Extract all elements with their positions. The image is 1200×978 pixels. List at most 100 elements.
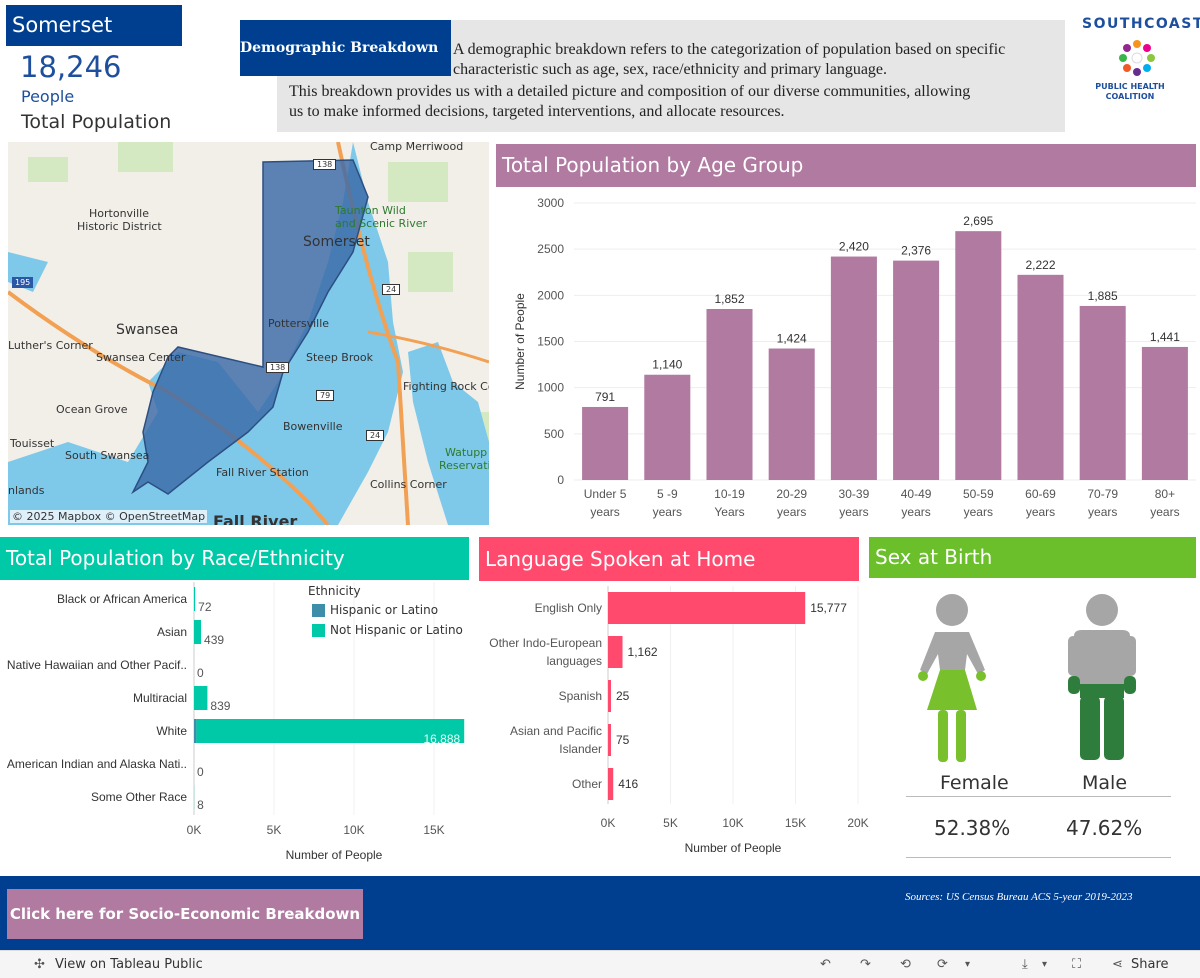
map-label: Swansea [116,322,178,338]
age-bar [955,231,1001,480]
age-bar [893,261,939,480]
bar-value-label: 1,852 [714,292,744,306]
y-tick-label: 3000 [537,196,564,210]
chevron-down-icon[interactable]: ▾ [965,959,970,970]
x-tick-label: 15K [423,823,444,837]
legend-label-hispanic[interactable]: Hispanic or Latino [330,603,438,617]
race-category-label: Multiracial [133,691,187,705]
route-138-shield-icon: 138 [313,159,336,170]
bar-value-label: 8 [197,798,204,812]
y-tick-label: 1000 [537,381,564,395]
population-label: Total Population [21,111,171,133]
revert-icon[interactable]: ⟲ [900,957,911,972]
y-tick-label: 0 [557,473,564,487]
legend-label-not-hispanic[interactable]: Not Hispanic or Latino [330,623,463,637]
x-tick-label: 5 -9 [657,487,678,501]
language-category-label: English Only [535,601,602,615]
bar-value-label: 439 [204,633,224,647]
population-unit: People [21,87,74,106]
x-axis-label: Number of People [685,841,782,855]
route-24-shield-icon: 24 [382,284,400,295]
share-icon[interactable]: ⋖ [1112,957,1123,972]
logo-subtitle: PUBLIC HEALTH COALITION [1090,82,1170,102]
map-attribution[interactable]: © 2025 Mapbox © OpenStreetMap [10,510,207,523]
info-line-4: us to make informed decisions, targeted … [289,103,785,121]
bar-value-label: 25 [616,689,630,703]
language-category-label: Other [572,777,602,791]
map-label: Fighting Rock Co [403,380,489,393]
x-tick-label: years [590,505,619,519]
age-chart-header: Total Population by Age Group [496,144,1196,187]
map-label: Collins Corner [370,478,447,491]
race-bar-segment [194,719,196,743]
share-button[interactable]: Share [1131,957,1169,972]
bar-value-label: 416 [618,777,638,791]
age-bar [706,309,752,480]
tableau-logo-icon[interactable]: ✣ [34,957,45,972]
chevron-down-icon[interactable]: ▾ [1042,959,1047,970]
x-tick-label: 15K [785,816,806,830]
map-label: Reservati [439,459,489,472]
bar-value-label: 0 [197,765,204,779]
x-tick-label: Under 5 [584,487,627,501]
tableau-toolbar: ✣ View on Tableau Public ↶ ↷ ⟲ ⟳ ▾ ⤓ ▾ ⛶… [0,950,1200,978]
x-tick-label: 5K [663,816,678,830]
race-category-label: Some Other Race [91,790,187,804]
sex-header: Sex at Birth [869,537,1196,578]
redo-icon[interactable]: ↷ [860,957,871,972]
race-bar-segment [194,587,195,611]
bar-value-label: 791 [595,390,615,404]
bar-value-label: 2,695 [963,214,993,228]
language-category-label: Spanish [559,689,602,703]
x-tick-label: years [901,505,930,519]
language-bar [608,636,623,668]
download-icon[interactable]: ⤓ [1022,957,1028,972]
female-label: Female [940,772,1009,794]
x-tick-label: 40-49 [901,487,932,501]
map-label: Luther's Corner [8,339,93,352]
race-bar-segment [194,686,207,710]
logo-subtitle-line-1: PUBLIC HEALTH [1090,82,1170,92]
language-category-label: languages [547,654,602,668]
map-label: Swansea Center [96,351,185,364]
bar-value-label: 2,420 [839,240,869,254]
age-bar [1080,306,1126,480]
divider [906,857,1171,858]
somerset-map[interactable]: Camp Merriwood Taunton Wild and Scenic R… [8,142,489,525]
x-tick-label: 10K [722,816,743,830]
language-category-label: Islander [559,742,602,756]
bar-value-label: 0 [197,666,204,680]
race-category-label: White [156,724,187,738]
bar-value-label: 1,424 [777,332,807,346]
logo-flower-icon [1114,36,1160,80]
x-tick-label: 0K [187,823,202,837]
y-tick-label: 2500 [537,242,564,256]
divider [906,796,1171,797]
view-on-tableau-link[interactable]: View on Tableau Public [55,957,203,972]
bar-value-label: 16,888 [424,732,461,746]
socio-economic-button[interactable]: Click here for Socio-Economic Breakdown [7,889,363,939]
male-figure-icon [1060,592,1150,764]
bar-value-label: 72 [198,600,212,614]
fullscreen-icon[interactable]: ⛶ [1072,957,1081,972]
sources-note: Sources: US Census Bureau ACS 5-year 201… [905,891,1133,903]
map-label: and Scenic River [335,217,427,230]
bar-value-label: 75 [616,733,630,747]
x-tick-label: 5K [267,823,282,837]
map-label: Steep Brook [306,351,373,364]
undo-icon[interactable]: ↶ [820,957,831,972]
legend-swatch-not-hispanic [312,624,325,637]
legend-title: Ethnicity [308,584,361,598]
language-category-label: Asian and Pacific [510,724,602,738]
age-bar [644,375,690,480]
race-bar-segment [194,620,201,644]
refresh-icon[interactable]: ⟳ [937,957,948,972]
x-axis-label: Number of People [286,848,383,862]
y-tick-label: 500 [544,427,564,441]
x-tick-label: 50-59 [963,487,994,501]
map-label: Taunton Wild [335,204,406,217]
x-tick-label: 10-19 [714,487,745,501]
map-label: Ocean Grove [56,403,128,416]
